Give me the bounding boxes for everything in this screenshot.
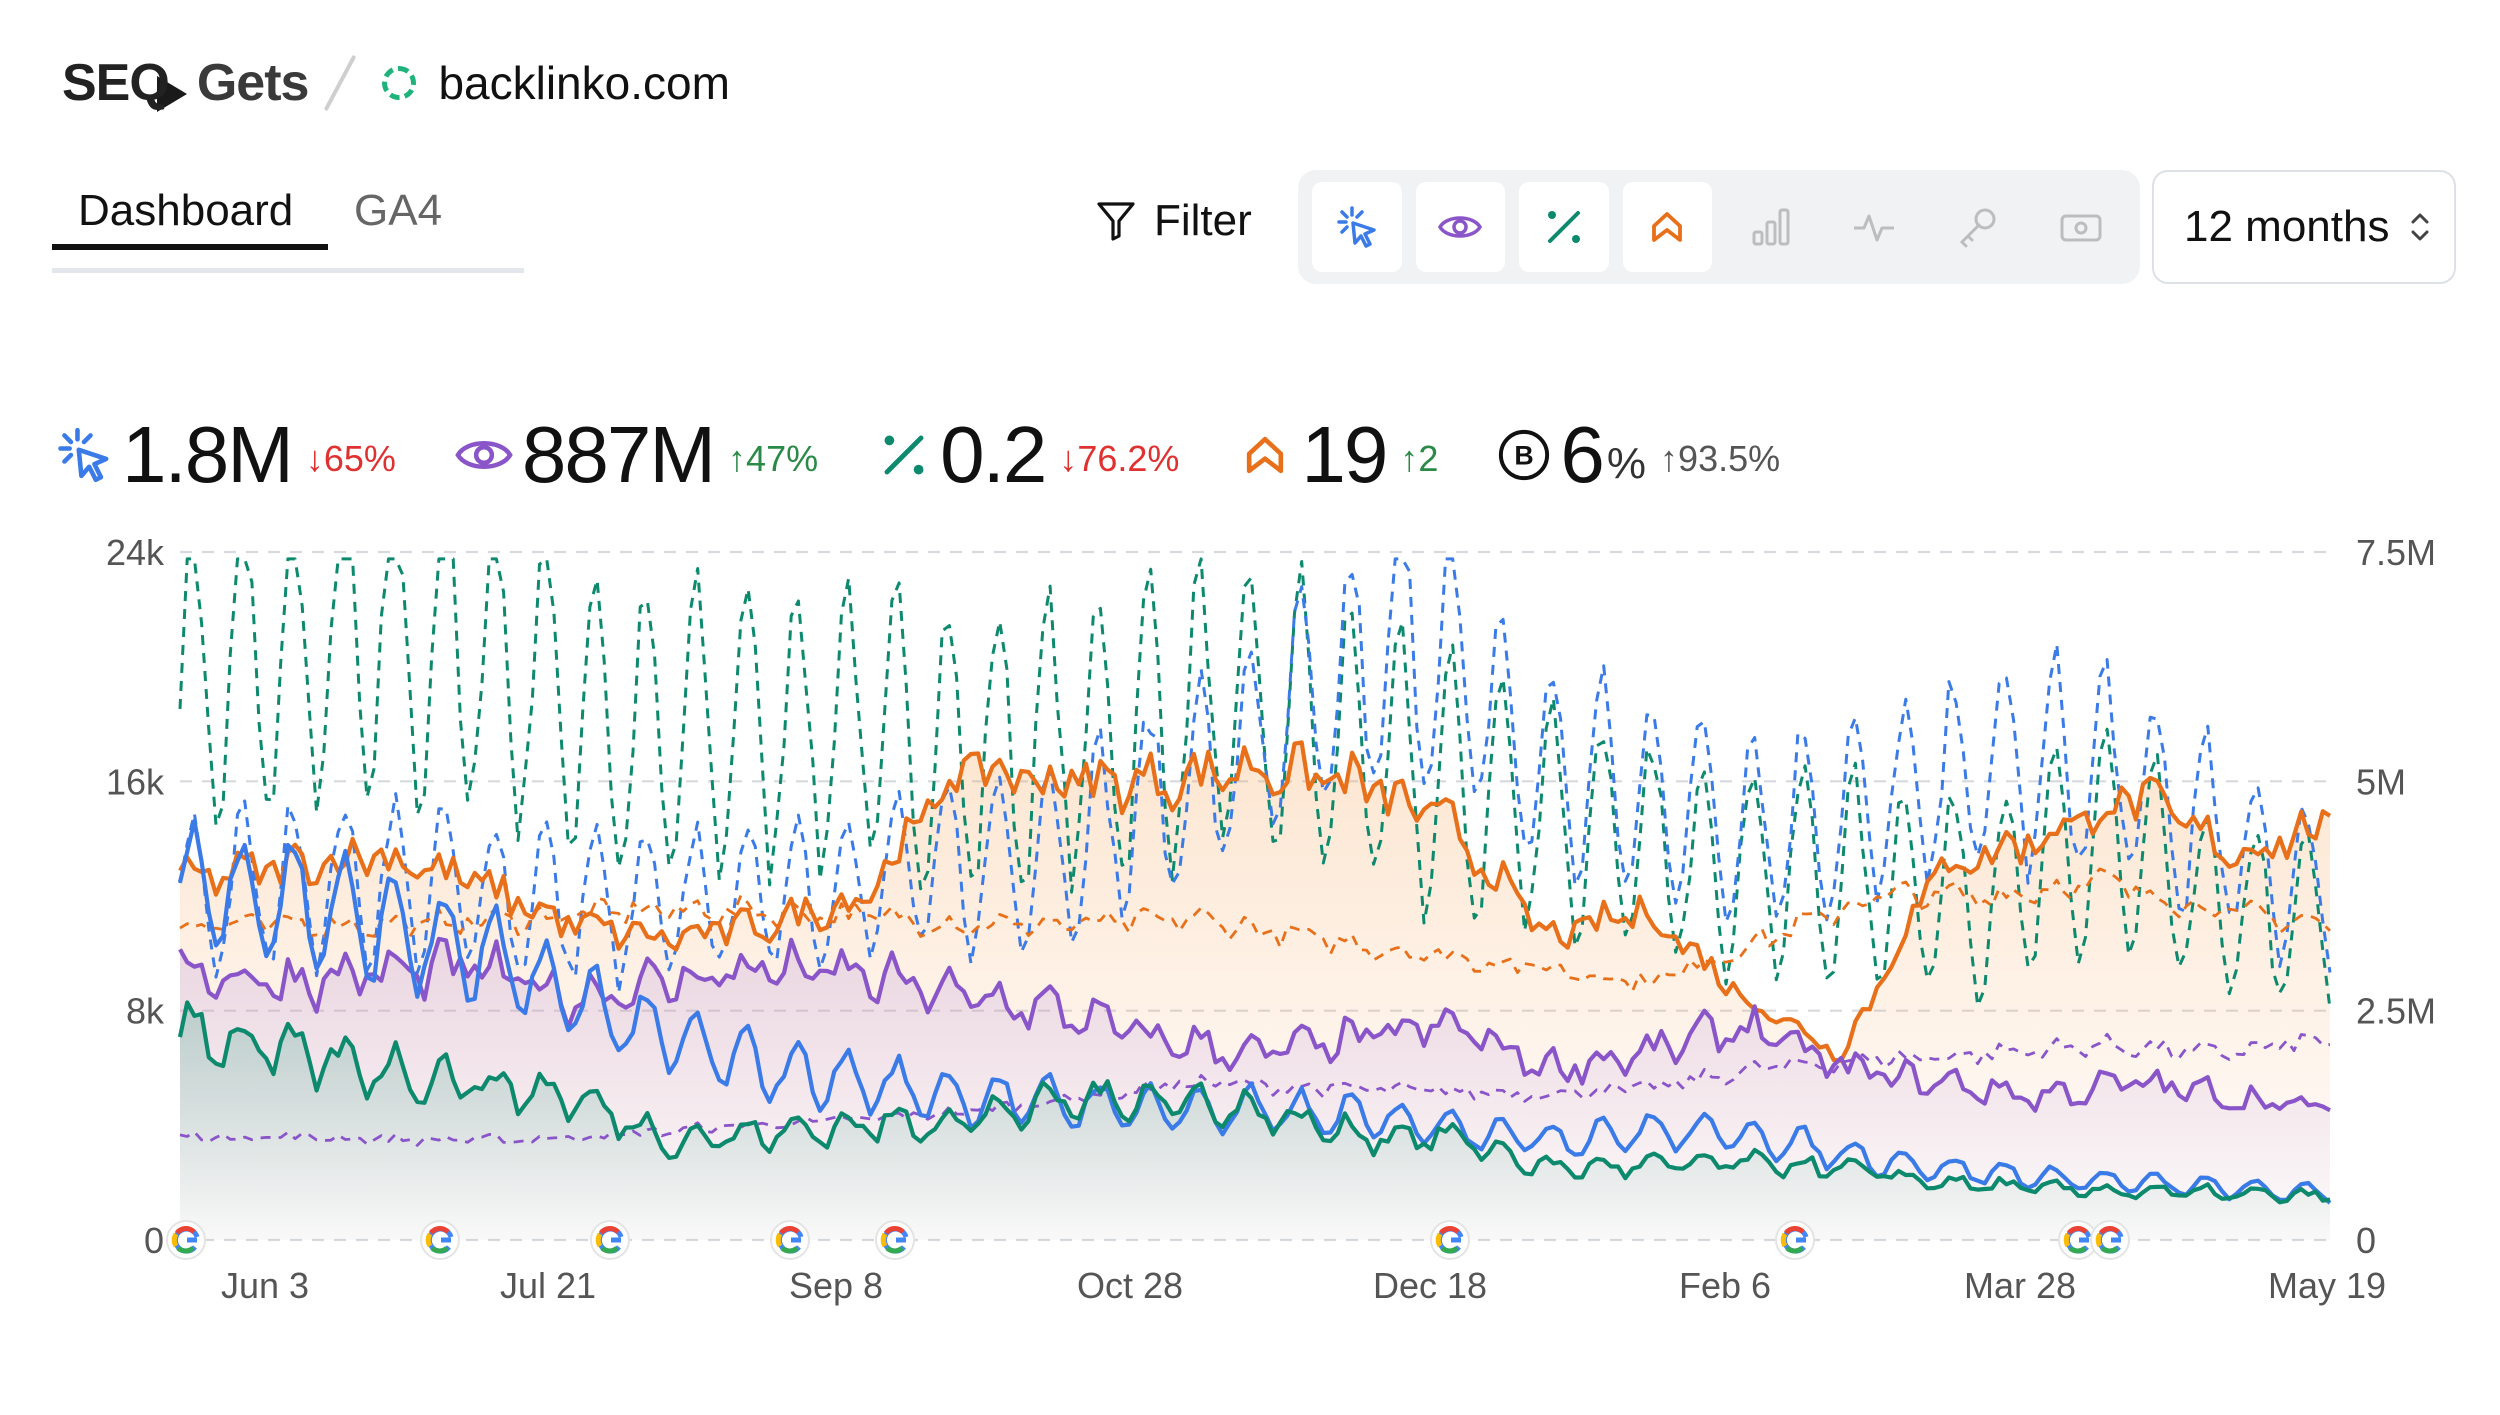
x-tick: Oct 28 bbox=[1077, 1265, 1183, 1306]
chart-lines bbox=[177, 557, 2332, 1205]
x-tick: May 19 bbox=[2268, 1265, 2386, 1306]
stat-position-value: 19 bbox=[1301, 410, 1388, 499]
stat-brand-unit: % bbox=[1606, 439, 1647, 488]
stat-brand: B 6 % ↑93.5% bbox=[1496, 409, 1780, 501]
google-g-icon[interactable] bbox=[2058, 1220, 2098, 1260]
pulse-icon bbox=[1854, 214, 1895, 242]
series-line-clicks[interactable] bbox=[177, 818, 2332, 1205]
google-g-icon[interactable] bbox=[1430, 1220, 1470, 1260]
toggle-money[interactable] bbox=[2037, 182, 2127, 272]
series-line-clicks-dashed[interactable] bbox=[178, 557, 2332, 995]
series-line-impressions[interactable] bbox=[178, 936, 2331, 1113]
brand-b-icon: B bbox=[1499, 429, 1550, 481]
filter-button[interactable]: Filter bbox=[1096, 196, 1252, 246]
filter-label: Filter bbox=[1154, 196, 1252, 245]
x-tick: Feb 6 bbox=[1679, 1265, 1771, 1306]
breadcrumb-divider bbox=[324, 54, 357, 112]
app-logo[interactable]: SEQ Gets bbox=[62, 53, 310, 113]
clicks-icon bbox=[58, 427, 109, 483]
google-update-markers bbox=[166, 1220, 2130, 1260]
google-g-icon[interactable] bbox=[1775, 1220, 1815, 1260]
stat-position-change: ↑2 bbox=[1400, 438, 1439, 479]
logo-text-seq: SEQ bbox=[62, 54, 170, 112]
y-right-tick: 7.5M bbox=[2356, 532, 2436, 573]
svg-text:B: B bbox=[1515, 441, 1534, 471]
traffic-chart: 0 8k 16k 24k 0 2.5M 5M 7.5M Jun 3 Jul 21 Sep 8 Oc… bbox=[106, 532, 2436, 1306]
y-left-tick: 0 bbox=[144, 1220, 164, 1261]
date-range-label: 12 months bbox=[2184, 202, 2390, 251]
chevron-updown-icon bbox=[2411, 213, 2429, 241]
x-axis: Jun 3 Jul 21 Sep 8 Oct 28 Dec 18 Feb 6 Mar 28 M… bbox=[221, 1265, 2386, 1306]
tab-bar: Dashboard GA4 bbox=[52, 168, 524, 273]
key-icon bbox=[1959, 208, 1996, 248]
y-axis-left: 0 8k 16k 24k bbox=[106, 532, 165, 1261]
series-line-ctr-solid[interactable] bbox=[177, 1000, 2331, 1205]
y-left-tick: 8k bbox=[126, 991, 165, 1032]
site-status-icon bbox=[382, 66, 417, 100]
google-g-icon[interactable] bbox=[875, 1220, 915, 1260]
x-tick: Sep 8 bbox=[789, 1265, 883, 1306]
stat-impressions-change: ↑47% bbox=[728, 438, 819, 479]
money-icon bbox=[2060, 214, 2102, 242]
bar-chart-icon bbox=[1752, 208, 1790, 246]
toggle-position[interactable] bbox=[1622, 182, 1712, 272]
toggle-bar-chart[interactable] bbox=[1726, 182, 1816, 272]
logo-play-icon bbox=[156, 76, 187, 112]
y-axis-right: 0 2.5M 5M 7.5M bbox=[2356, 532, 2436, 1261]
impressions-icon bbox=[455, 441, 513, 469]
series-line-impressions-dashed[interactable] bbox=[179, 1032, 2331, 1147]
x-tick: Jul 21 bbox=[500, 1265, 596, 1306]
google-g-icon[interactable] bbox=[2090, 1220, 2130, 1260]
position-icon bbox=[1247, 436, 1284, 474]
x-tick: Mar 28 bbox=[1964, 1265, 2076, 1306]
metric-toggle-bar bbox=[1298, 170, 2140, 284]
tab-dashboard[interactable]: Dashboard bbox=[52, 168, 328, 250]
stat-position: 19 ↑2 bbox=[1237, 409, 1438, 501]
stat-ctr-change: ↓76.2% bbox=[1059, 438, 1180, 479]
tab-ga4[interactable]: GA4 bbox=[354, 186, 443, 235]
date-range-select[interactable]: 12 months bbox=[2152, 170, 2456, 284]
y-left-tick: 24k bbox=[106, 532, 165, 573]
google-g-icon[interactable] bbox=[166, 1220, 206, 1260]
series-line-position[interactable] bbox=[178, 740, 2332, 1063]
x-tick: Dec 18 bbox=[1373, 1265, 1487, 1306]
logo-text-gets: Gets bbox=[196, 54, 310, 112]
y-right-tick: 0 bbox=[2356, 1220, 2376, 1261]
stat-clicks: 1.8M ↓65% bbox=[54, 409, 396, 501]
google-g-icon[interactable] bbox=[590, 1220, 630, 1260]
y-right-tick: 2.5M bbox=[2356, 991, 2436, 1032]
toggle-pulse[interactable] bbox=[1830, 182, 1920, 272]
stat-clicks-value: 1.8M bbox=[122, 410, 294, 499]
site-name[interactable]: backlinko.com bbox=[438, 57, 730, 109]
stat-impressions-value: 887M bbox=[521, 410, 716, 499]
series-line-ctr[interactable] bbox=[178, 557, 2332, 1009]
x-tick: Jun 3 bbox=[221, 1265, 309, 1306]
ctr-icon bbox=[884, 435, 924, 475]
app-header: SEQ Gets backlinko.com bbox=[62, 28, 730, 138]
impressions-icon bbox=[1438, 216, 1483, 238]
stat-impressions: 887M ↑47% bbox=[454, 409, 818, 501]
series-area-ctr-solid bbox=[180, 1002, 2330, 1240]
y-right-tick: 5M bbox=[2356, 761, 2406, 802]
google-g-icon[interactable] bbox=[770, 1220, 810, 1260]
funnel-icon bbox=[1097, 202, 1135, 241]
ctr-icon bbox=[1547, 211, 1580, 243]
google-g-icon[interactable] bbox=[420, 1220, 460, 1260]
toggle-impressions[interactable] bbox=[1415, 182, 1505, 272]
toggle-clicks[interactable] bbox=[1312, 182, 1402, 272]
stat-ctr-value: 0.2 bbox=[940, 410, 1047, 499]
toggle-key[interactable] bbox=[1933, 182, 2023, 272]
y-left-tick: 16k bbox=[106, 761, 165, 802]
stat-brand-change: ↑93.5% bbox=[1660, 438, 1781, 479]
toggle-ctr[interactable] bbox=[1519, 182, 1609, 272]
position-icon bbox=[1652, 212, 1683, 242]
stat-brand-value: 6 bbox=[1560, 410, 1604, 499]
summary-stats: 1.8M ↓65% 887M ↑47% 0.2 ↓76.2% 19 ↑2 B 6… bbox=[54, 405, 1838, 505]
clicks-icon bbox=[1337, 206, 1376, 248]
stat-ctr: 0.2 ↓76.2% bbox=[876, 409, 1179, 501]
stat-clicks-change: ↓65% bbox=[305, 438, 396, 479]
